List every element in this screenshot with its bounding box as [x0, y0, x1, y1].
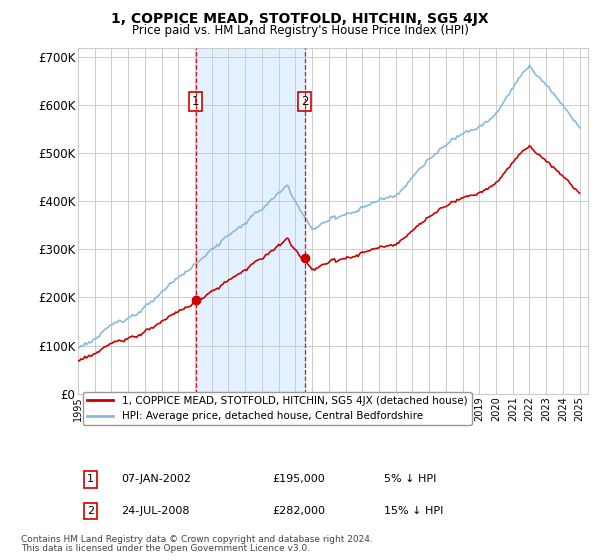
Text: 1: 1: [87, 474, 94, 484]
Text: Price paid vs. HM Land Registry's House Price Index (HPI): Price paid vs. HM Land Registry's House …: [131, 24, 469, 36]
Legend: 1, COPPICE MEAD, STOTFOLD, HITCHIN, SG5 4JX (detached house), HPI: Average price: 1, COPPICE MEAD, STOTFOLD, HITCHIN, SG5 …: [83, 392, 472, 426]
Text: 24-JUL-2008: 24-JUL-2008: [121, 506, 190, 516]
Text: 2: 2: [87, 506, 94, 516]
Text: £282,000: £282,000: [272, 506, 325, 516]
Text: 1: 1: [192, 95, 199, 108]
Text: 07-JAN-2002: 07-JAN-2002: [121, 474, 191, 484]
Bar: [196, 48, 305, 394]
Text: 2: 2: [301, 95, 308, 108]
Text: 15% ↓ HPI: 15% ↓ HPI: [384, 506, 443, 516]
Text: Contains HM Land Registry data © Crown copyright and database right 2024.: Contains HM Land Registry data © Crown c…: [21, 535, 373, 544]
Text: 5% ↓ HPI: 5% ↓ HPI: [384, 474, 436, 484]
Text: 1, COPPICE MEAD, STOTFOLD, HITCHIN, SG5 4JX: 1, COPPICE MEAD, STOTFOLD, HITCHIN, SG5 …: [111, 12, 489, 26]
Text: This data is licensed under the Open Government Licence v3.0.: This data is licensed under the Open Gov…: [21, 544, 310, 553]
Text: £195,000: £195,000: [272, 474, 325, 484]
